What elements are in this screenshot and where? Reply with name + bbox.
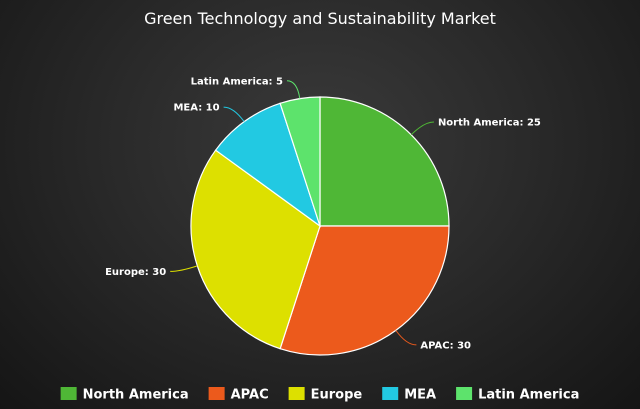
legend-swatch-north-america: [60, 387, 77, 400]
legend-swatch-mea: [382, 387, 399, 400]
data-label-north-america: North America: 25: [438, 118, 541, 129]
legend-item-apac[interactable]: APAC: [208, 387, 269, 403]
legend-item-north-america[interactable]: North America: [60, 387, 189, 403]
data-label-latin-america: Latin America: 5: [191, 76, 283, 87]
leader-line-europe: [170, 265, 198, 272]
pie-slice-apac: [279, 225, 450, 356]
pie-slice-latin-america: [279, 96, 321, 227]
legend-item-mea[interactable]: MEA: [382, 387, 436, 403]
leader-line-apac: [395, 330, 417, 346]
data-label-europe: Europe: 30: [105, 267, 166, 278]
legend-swatch-europe: [288, 387, 305, 400]
legend-label-europe: Europe: [311, 388, 363, 403]
legend-swatch-apac: [208, 387, 225, 400]
pie-slice-north-america: [319, 96, 450, 227]
data-label-apac: APAC: 30: [420, 340, 471, 351]
data-label-mea: MEA: 10: [173, 103, 219, 114]
leader-line-latin-america: [286, 80, 301, 99]
legend-label-north-america: North America: [83, 388, 189, 403]
legend-item-europe[interactable]: Europe: [288, 387, 363, 403]
chart-title: Green Technology and Sustainability Mark…: [144, 9, 496, 28]
legend: North America APAC Europe MEA Latin America: [60, 387, 579, 403]
leader-line-mea: [223, 106, 245, 122]
legend-label-apac: APAC: [231, 388, 269, 403]
legend-label-mea: MEA: [404, 388, 436, 403]
pie-slice-europe: [190, 149, 321, 350]
leader-line-north-america: [410, 121, 434, 136]
legend-label-latin-america: Latin America: [478, 388, 579, 403]
legend-item-latin-america[interactable]: Latin America: [456, 387, 579, 403]
legend-swatch-latin-america: [456, 387, 473, 400]
slices-layer: [190, 96, 450, 356]
labels-layer: North America: 25 APAC: 30 Europe: 30 MEA: …: [105, 76, 541, 351]
pie-slice-mea: [214, 102, 322, 228]
